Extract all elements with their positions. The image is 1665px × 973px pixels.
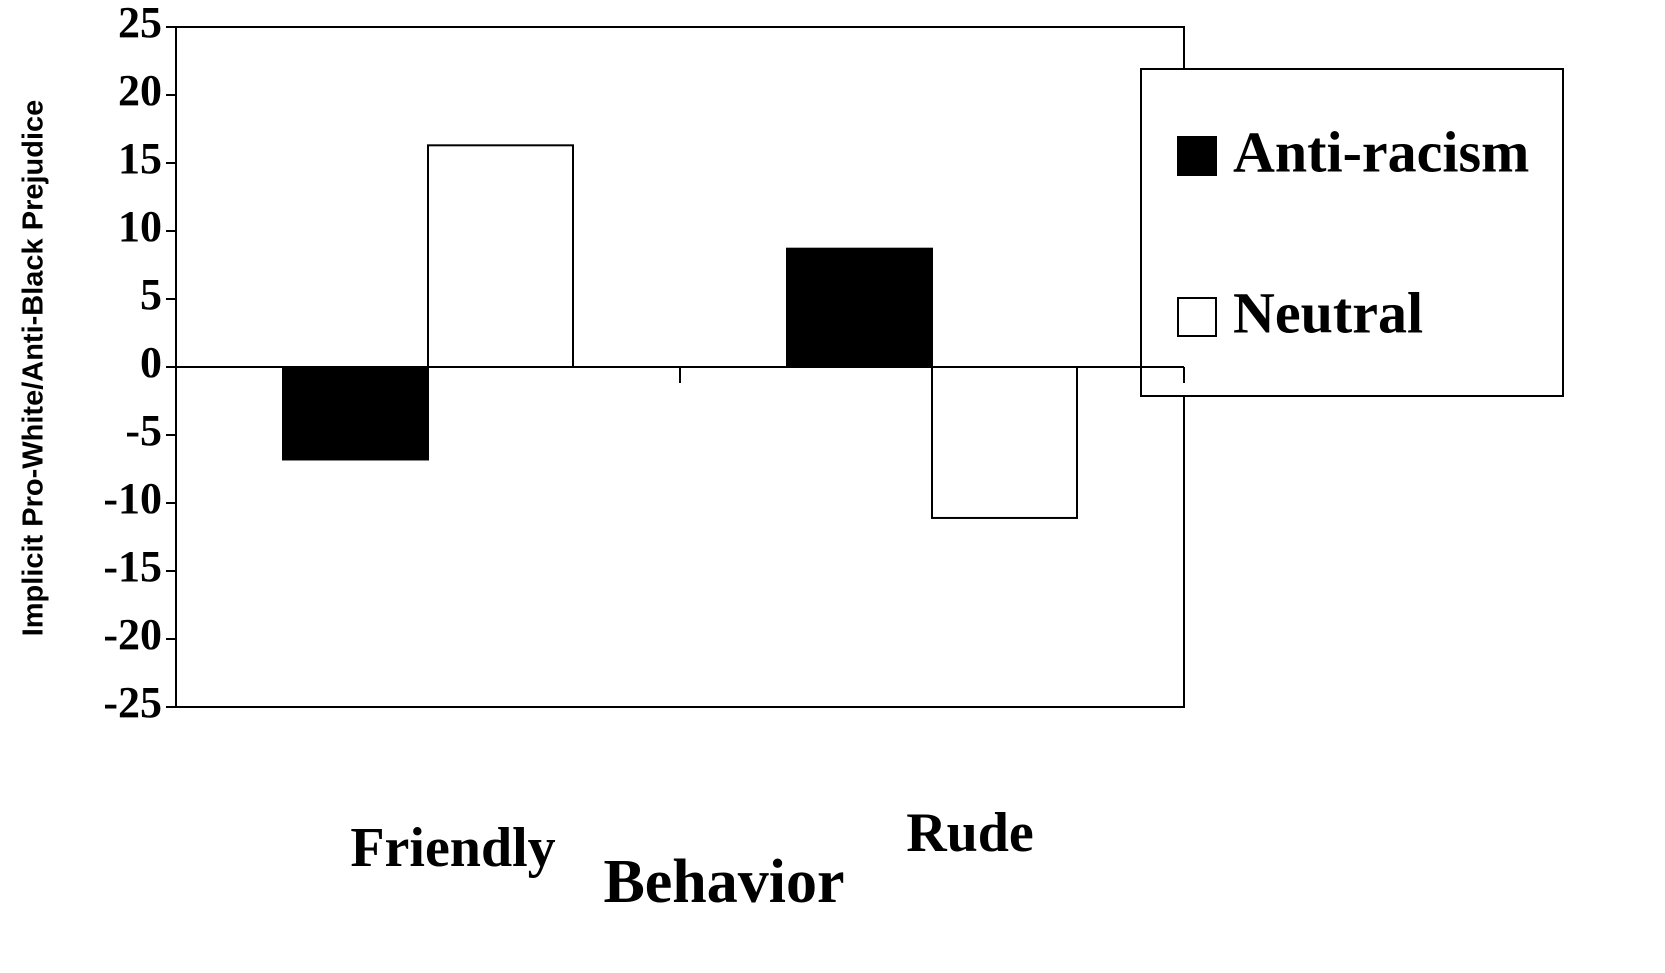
legend-label: Neutral bbox=[1233, 280, 1423, 345]
y-tick-label: -25 bbox=[103, 678, 162, 727]
y-tick-label: -5 bbox=[125, 406, 162, 455]
bar bbox=[931, 366, 1078, 519]
x-axis-label: Behavior bbox=[603, 848, 844, 916]
bar bbox=[282, 366, 429, 461]
legend-box bbox=[1140, 68, 1564, 397]
legend-label: Anti-racism bbox=[1233, 119, 1529, 184]
legend-swatch bbox=[1177, 136, 1217, 176]
y-tick-label: 10 bbox=[118, 202, 162, 251]
y-tick-label: -15 bbox=[103, 542, 162, 591]
y-tick-label: 0 bbox=[140, 338, 162, 387]
y-tick-label: -20 bbox=[103, 610, 162, 659]
y-tick-label: -10 bbox=[103, 474, 162, 523]
legend-swatch bbox=[1177, 297, 1217, 337]
bar bbox=[786, 247, 933, 368]
bar bbox=[427, 144, 574, 368]
y-axis-label: Implicit Pro-White/Anti-Black Prejudice bbox=[18, 100, 50, 637]
y-tick-label: 15 bbox=[118, 134, 162, 183]
y-tick-label: 5 bbox=[140, 270, 162, 319]
x-tick-label: Rude bbox=[906, 802, 1034, 864]
y-tick-label: 20 bbox=[118, 66, 162, 115]
y-tick-label: 25 bbox=[118, 0, 162, 47]
x-tick-label: Friendly bbox=[350, 817, 555, 879]
